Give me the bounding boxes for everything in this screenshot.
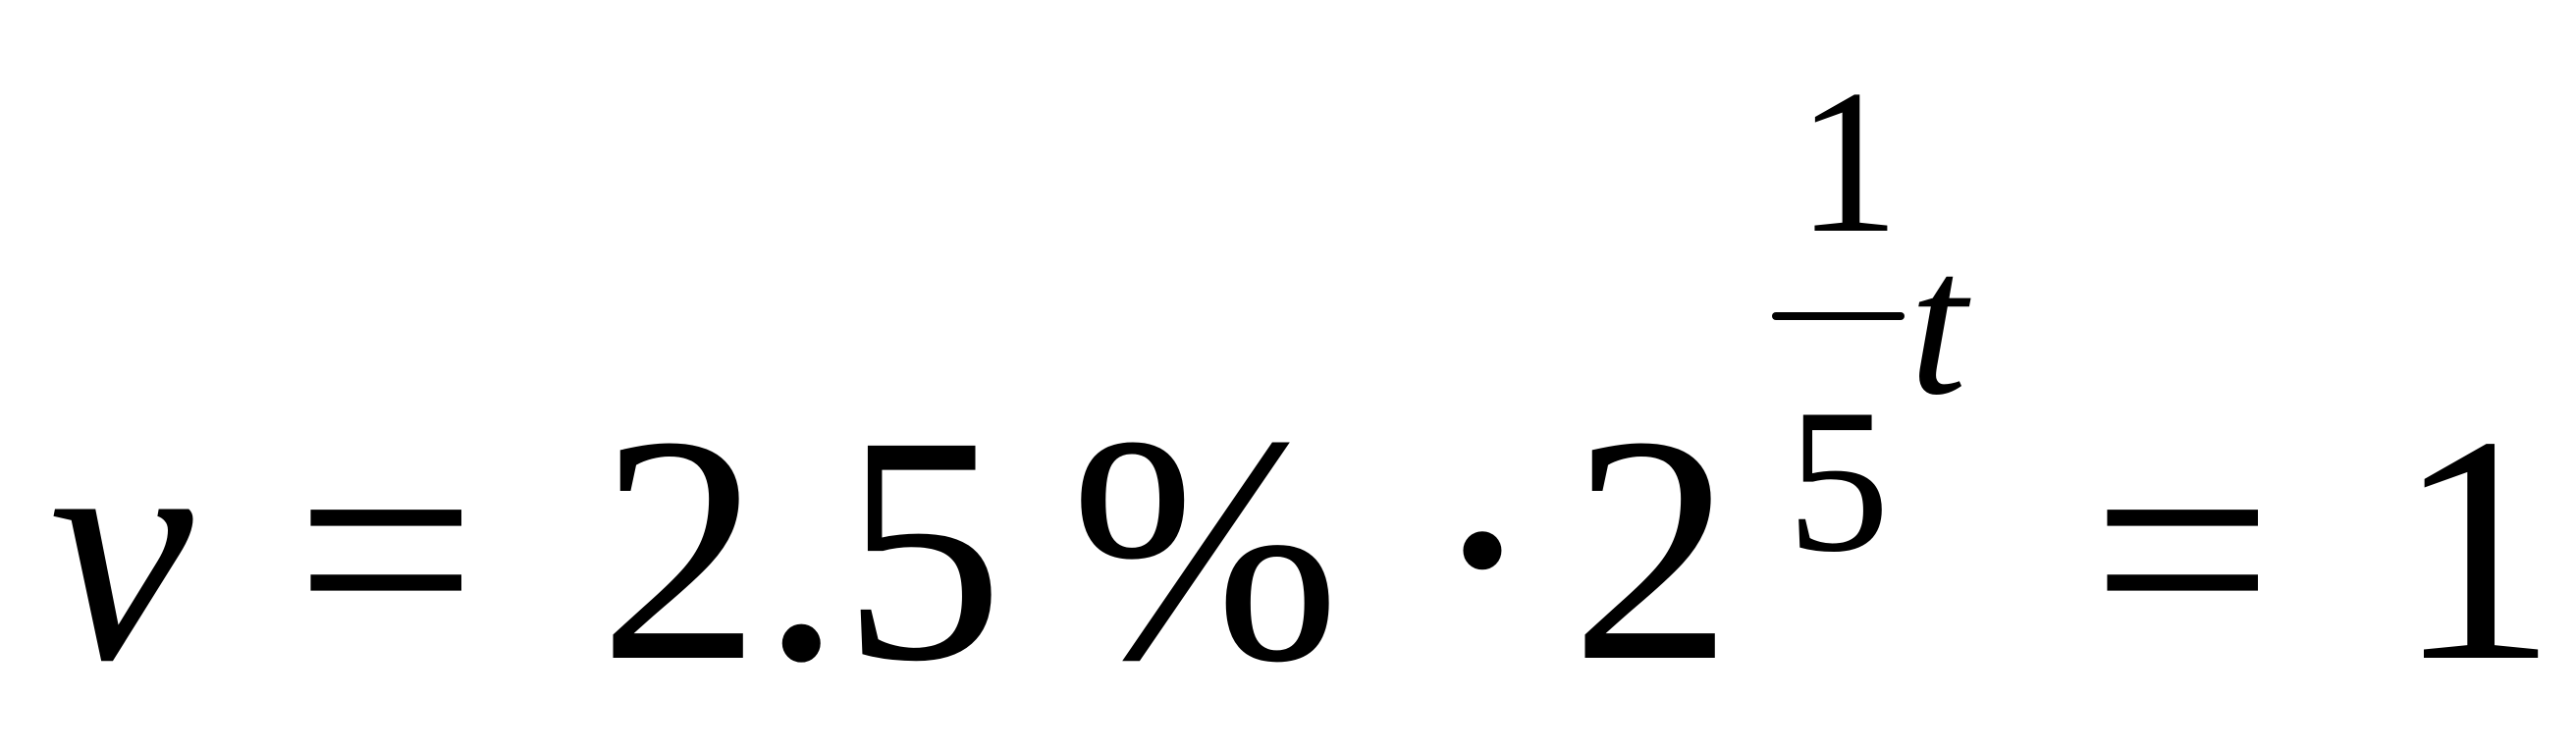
exponent-fraction-bar: [1772, 312, 1905, 320]
exponent-numerator: 1: [1797, 48, 1900, 276]
exponent-variable-t: t: [1909, 210, 1967, 438]
power-base: 2: [1571, 370, 1733, 728]
equals-sign-right: =: [2091, 370, 2275, 728]
coefficient: 2.5: [599, 370, 1004, 728]
percent-sign: %: [1070, 370, 1340, 728]
right-hand-side: 1: [2395, 370, 2557, 728]
equals-sign-left: =: [295, 370, 478, 728]
exponent-denominator: 5: [1787, 367, 1890, 595]
multiply-dot: ·: [1428, 370, 1536, 728]
variable-v: v: [49, 370, 193, 728]
